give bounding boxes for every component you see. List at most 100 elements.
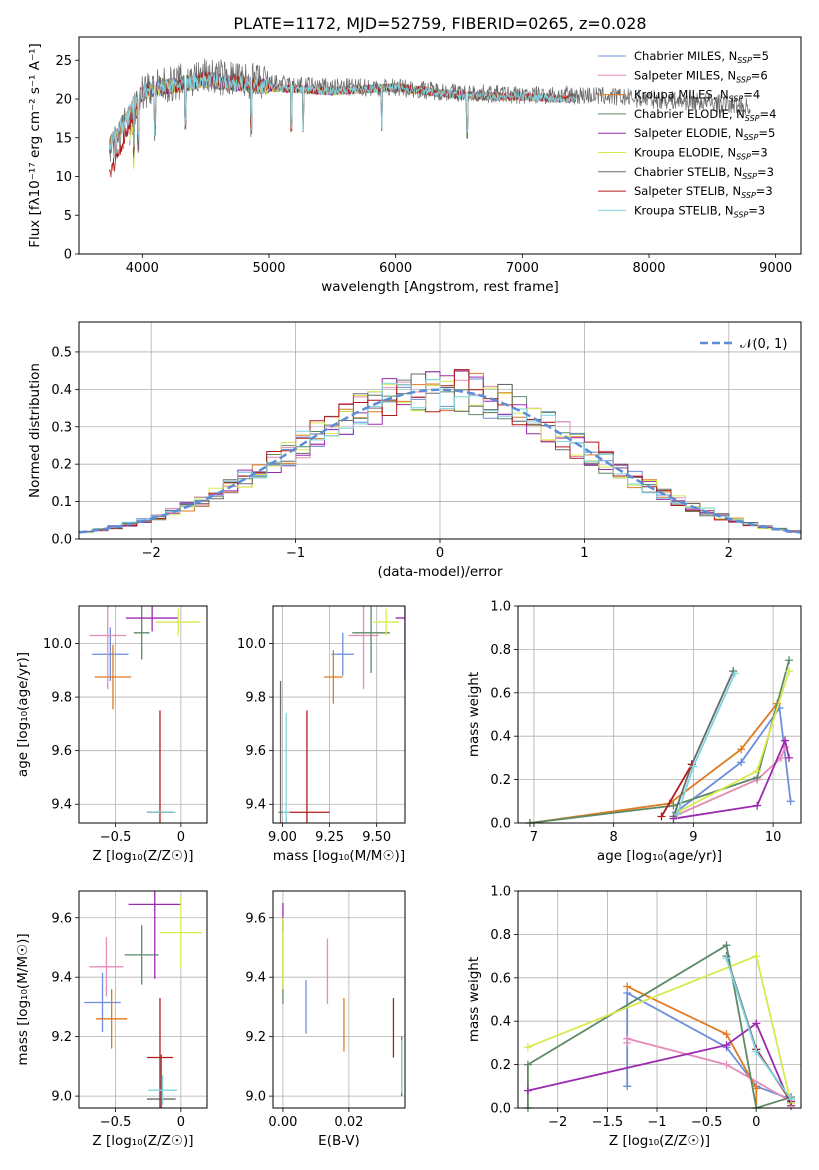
x-tick-label: 7 xyxy=(530,830,538,845)
histogram-series xyxy=(79,370,801,533)
x-axis-label: (data-model)/error xyxy=(377,564,503,580)
age-vs-mass-panel: 9.00 9.25 9.50 9.4 9.6 9.8 10.0 mass [log₁₀(M/M… xyxy=(237,605,406,864)
axes-frame xyxy=(517,605,802,824)
weight-series-line xyxy=(527,1022,792,1107)
weight-series-line xyxy=(660,763,693,817)
weight-point-marker xyxy=(752,1047,761,1056)
x-tick-label: 9.50 xyxy=(362,830,391,845)
axes-frame xyxy=(517,890,802,1109)
legend-entry: Chabrier STELIB, NSSP=3 xyxy=(634,165,774,181)
legend-entry: Kroupa ELODIE, NSSP=3 xyxy=(634,146,768,162)
weight-point-marker xyxy=(669,801,678,810)
weight-point-marker xyxy=(753,801,762,810)
legend-entry: Chabrier ELODIE, NSSP=4 xyxy=(634,107,776,123)
y-tick-label: 9.6 xyxy=(51,911,72,926)
y-tick-label: 0.0 xyxy=(490,1102,511,1117)
weight-point-marker xyxy=(785,656,794,665)
axes-frame xyxy=(272,605,406,824)
x-tick-label: 2 xyxy=(725,546,733,561)
axes-frame xyxy=(272,890,406,1109)
weight-point-marker xyxy=(523,1086,532,1095)
x-tick-label: 9.00 xyxy=(268,830,297,845)
weight-point-marker xyxy=(657,812,666,821)
weight-point-marker xyxy=(689,762,698,771)
x-axis-label: Z [log₁₀(Z/Z☉)] xyxy=(92,848,193,864)
figure-title: PLATE=1172, MJD=52759, FIBERID=0265, z=0… xyxy=(233,14,646,33)
y-tick-label: 0.4 xyxy=(490,1015,511,1030)
y-axis-label: mass weight xyxy=(466,672,482,757)
axes-frame xyxy=(78,605,208,824)
y-tick-label: 9.4 xyxy=(245,971,266,986)
legend-entry: Salpeter MILES, NSSP=6 xyxy=(634,68,768,84)
weight-series-line xyxy=(673,746,786,818)
weight-point-marker xyxy=(673,810,682,819)
y-tick-label: 20 xyxy=(55,93,72,108)
mass-weight-vs-metallicity-panel: −2 −1.5 −1 −0.5 0 0.0 0.2 0.4 0.6 0.8 1.0 Z [log₁₀(… xyxy=(466,885,802,1149)
weight-point-marker xyxy=(623,1082,632,1091)
x-axis-label: age [log₁₀(age/yr)] xyxy=(597,848,722,864)
x-tick-label: 10 xyxy=(765,830,782,845)
weight-series-line xyxy=(529,703,778,823)
weight-series-line xyxy=(675,705,792,813)
legend-entry: Salpeter STELIB, NSSP=3 xyxy=(634,184,773,200)
y-tick-label: 0.0 xyxy=(490,817,511,832)
x-tick-label: 0.02 xyxy=(334,1115,363,1130)
weight-point-marker xyxy=(737,758,746,767)
x-tick-label: 0.00 xyxy=(268,1115,297,1130)
x-tick-label: −0.5 xyxy=(691,1115,723,1130)
x-tick-label: 5000 xyxy=(252,261,285,276)
weight-point-marker xyxy=(785,667,794,676)
x-tick-label: 1 xyxy=(580,546,588,561)
weight-point-marker xyxy=(787,1095,796,1104)
x-tick-label: −1 xyxy=(286,546,305,561)
x-tick-label: 8 xyxy=(610,830,618,845)
weight-point-marker xyxy=(722,1041,731,1050)
gaussian-curve xyxy=(78,388,802,534)
weight-point-marker xyxy=(722,1030,731,1039)
axes-frame xyxy=(78,321,802,540)
weight-series-line xyxy=(673,737,790,820)
weight-point-marker xyxy=(752,1019,761,1028)
y-tick-label: 0.6 xyxy=(490,971,511,986)
residuals-panel: −2 −1 0 1 2 0.0 0.1 0.2 0.3 0.4 0.5 (data-model)/er… xyxy=(27,321,802,580)
x-axis-label: wavelength [Angstrom, rest frame] xyxy=(321,279,559,295)
legend-entry: 𝒩(0, 1) xyxy=(740,337,787,352)
mass-vs-extinction-panel: 0.00 0.02 9.0 9.2 9.4 9.6 E(B-V) xyxy=(245,890,406,1149)
y-tick-label: 9.4 xyxy=(245,798,266,813)
legend-entry: Chabrier MILES, NSSP=5 xyxy=(634,49,769,65)
y-tick-label: 5 xyxy=(64,209,72,224)
weight-series-line xyxy=(529,660,790,823)
x-tick-label: −0.5 xyxy=(100,1115,132,1130)
y-tick-label: 9.0 xyxy=(51,1090,72,1105)
y-tick-label: 0.1 xyxy=(51,495,72,510)
x-tick-label: −1 xyxy=(647,1115,666,1130)
weight-point-marker xyxy=(722,941,731,950)
weight-point-marker xyxy=(752,1084,761,1093)
y-tick-label: 0.4 xyxy=(490,730,511,745)
weight-point-marker xyxy=(752,952,761,961)
weight-point-marker xyxy=(722,954,731,963)
y-tick-label: 9.8 xyxy=(51,691,72,706)
weight-point-marker xyxy=(781,736,790,745)
y-tick-label: 9.2 xyxy=(245,1030,266,1045)
y-tick-label: 9.4 xyxy=(51,798,72,813)
x-tick-label: 0 xyxy=(436,546,444,561)
y-tick-label: 9.2 xyxy=(51,1030,72,1045)
x-tick-label: −1.5 xyxy=(592,1115,624,1130)
y-tick-label: 0.2 xyxy=(51,458,72,473)
y-tick-label: 9.6 xyxy=(245,744,266,759)
x-axis-label: mass [log₁₀(M/M☉)] xyxy=(273,848,405,864)
legend-entry: Salpeter ELODIE, NSSP=5 xyxy=(634,126,775,142)
y-axis-label: age [log₁₀(age/yr)] xyxy=(15,652,31,777)
x-tick-label: −2 xyxy=(548,1115,567,1130)
legend-entry: Kroupa MILES, NSSP=4 xyxy=(634,88,760,104)
y-tick-label: 0.3 xyxy=(51,420,72,435)
weight-point-marker xyxy=(623,982,632,991)
x-tick-label: 8000 xyxy=(632,261,665,276)
x-axis-label: E(B-V) xyxy=(318,1133,360,1149)
y-axis-label: mass [log₁₀(M/M☉)] xyxy=(15,933,31,1065)
y-tick-label: 0.8 xyxy=(490,928,511,943)
weight-series-line xyxy=(626,985,758,1108)
weight-point-marker xyxy=(523,1043,532,1052)
